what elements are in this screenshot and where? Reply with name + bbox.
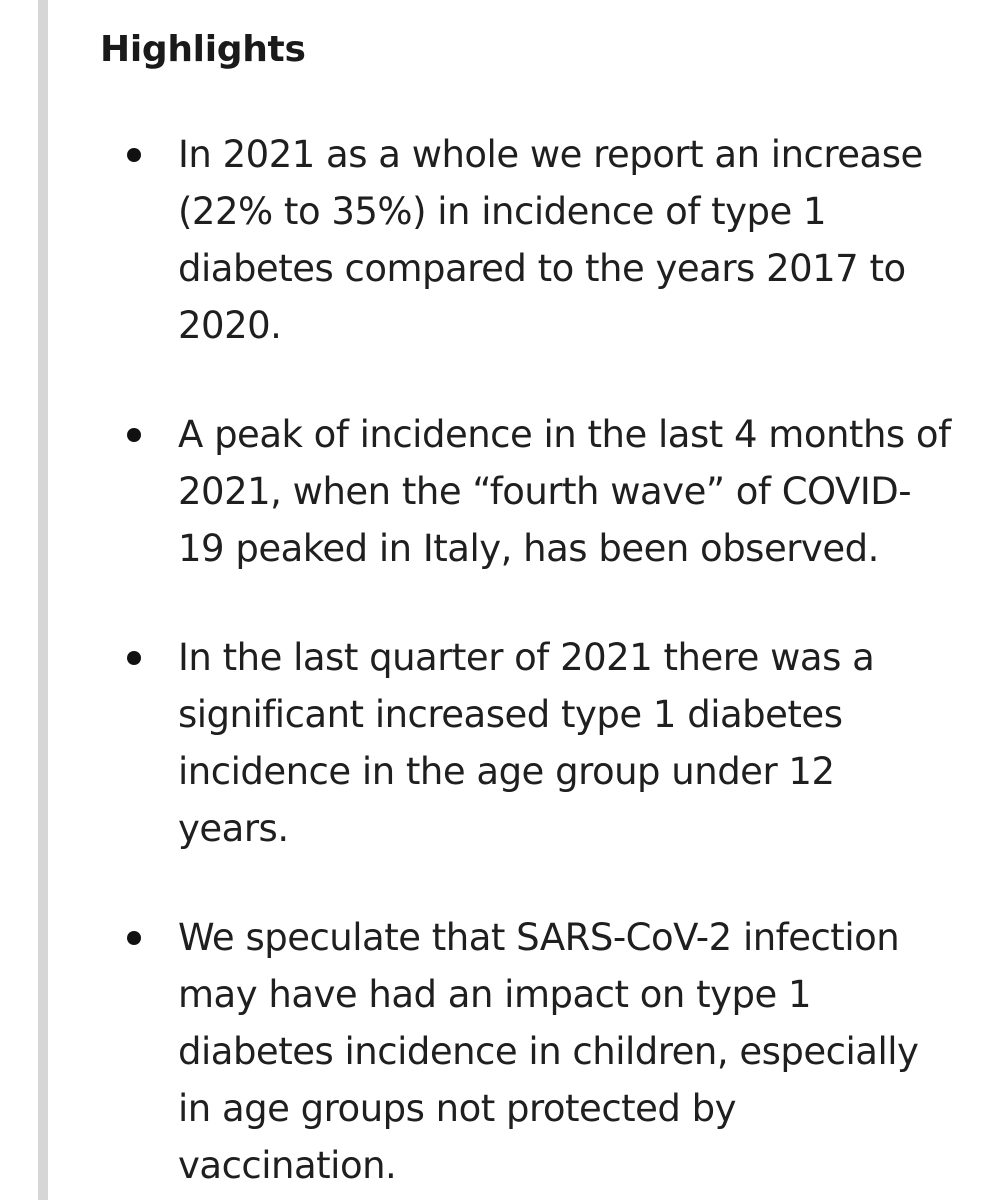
bullet-icon [127, 148, 141, 162]
highlight-text: We speculate that SARS-CoV-2 infection m… [178, 916, 919, 1187]
highlight-text: In 2021 as a whole we report an increase… [178, 133, 923, 347]
highlights-heading: Highlights [100, 29, 306, 70]
highlight-text: In the last quarter of 2021 there was a … [178, 636, 875, 850]
highlight-item: We speculate that SARS-CoV-2 infection m… [100, 909, 960, 1194]
highlight-item: In 2021 as a whole we report an increase… [100, 126, 960, 354]
highlight-text: A peak of incidence in the last 4 months… [178, 413, 951, 570]
bullet-icon [127, 651, 141, 665]
bullet-icon [127, 428, 141, 442]
highlights-list: In 2021 as a whole we report an increase… [100, 126, 960, 1200]
highlight-item: A peak of incidence in the last 4 months… [100, 406, 960, 577]
highlight-item: In the last quarter of 2021 there was a … [100, 629, 960, 857]
left-border-rule [38, 0, 48, 1200]
bullet-icon [127, 931, 141, 945]
